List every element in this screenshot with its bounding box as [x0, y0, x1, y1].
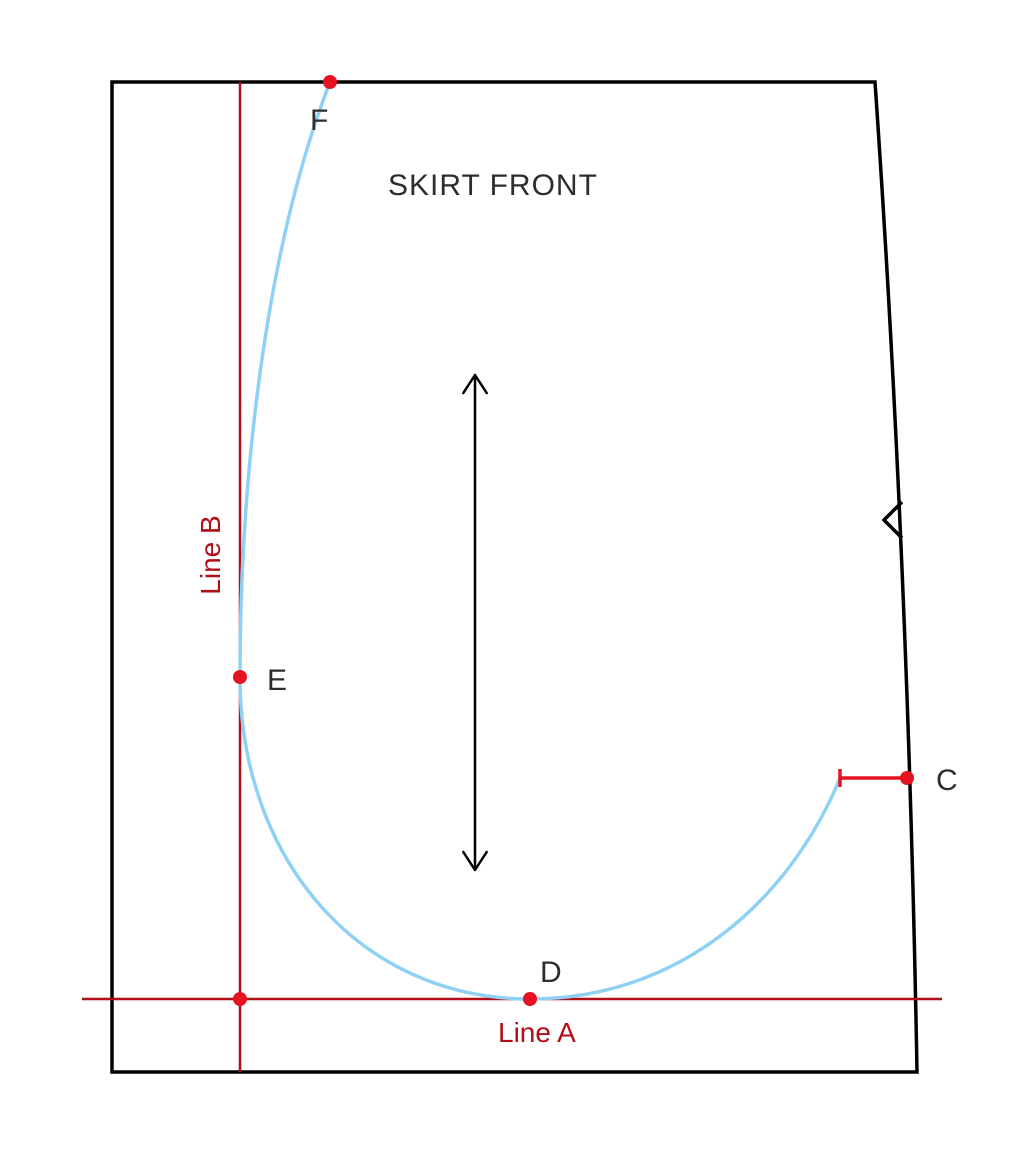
label-line-a: Line A	[498, 1017, 576, 1048]
point-e	[233, 670, 247, 684]
label-c: C	[936, 764, 958, 797]
label-f: F	[310, 104, 328, 137]
label-e: E	[267, 664, 287, 697]
pocket-curve	[240, 82, 840, 999]
pattern-outline	[112, 82, 917, 1072]
label-title: SKIRT FRONT	[388, 169, 598, 202]
label-line-b: Line B	[195, 515, 226, 594]
point-ab_intersection	[233, 992, 247, 1006]
label-d: D	[540, 956, 562, 989]
point-d	[523, 992, 537, 1006]
point-f	[323, 75, 337, 89]
point-c	[900, 771, 914, 785]
